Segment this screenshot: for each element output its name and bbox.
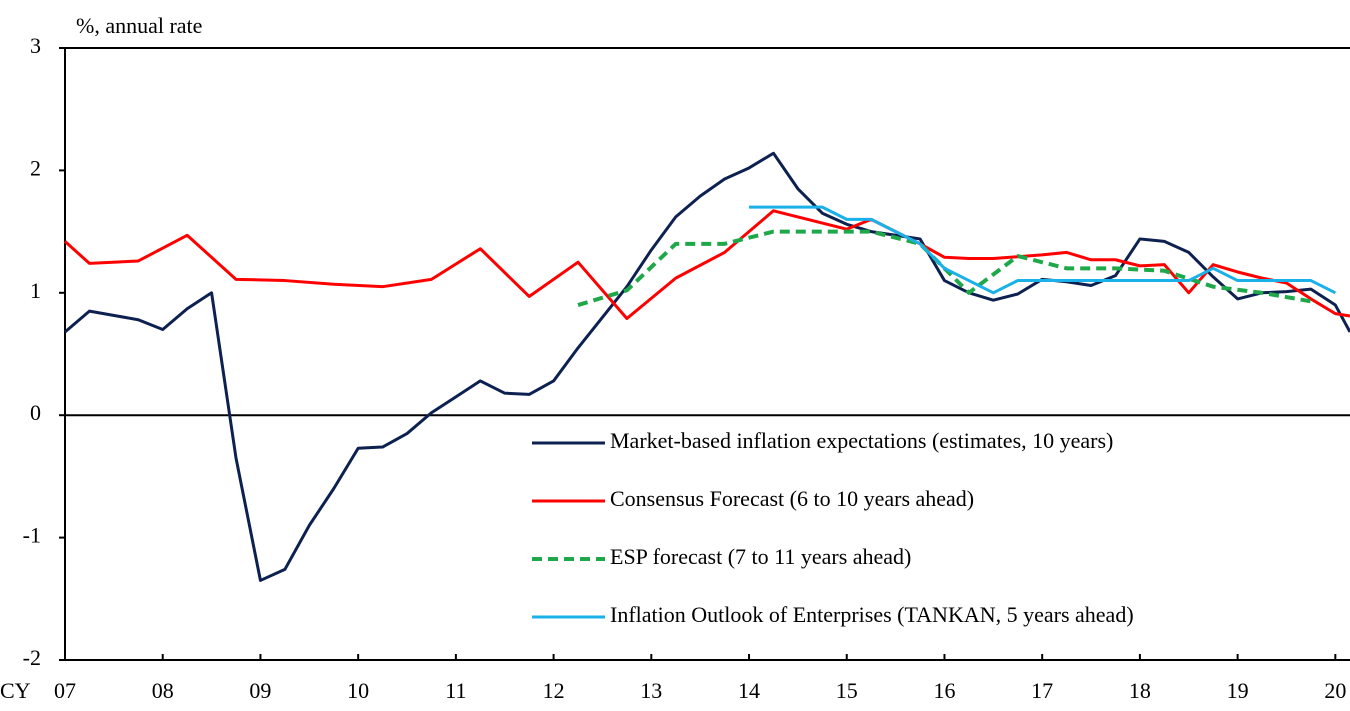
y-tick-label: 2 bbox=[30, 155, 41, 180]
series-line bbox=[64, 151, 1350, 582]
legend-label: Consensus Forecast (6 to 10 years ahead) bbox=[610, 486, 974, 511]
x-tick-label: 18 bbox=[1129, 678, 1151, 703]
x-tick-label: 19 bbox=[1227, 678, 1249, 703]
y-tick-label: 1 bbox=[30, 278, 41, 303]
x-tick-label: 17 bbox=[1031, 678, 1053, 703]
x-tick-label: 15 bbox=[836, 678, 858, 703]
series-line bbox=[63, 209, 1350, 321]
x-tick-label: 11 bbox=[445, 678, 466, 703]
y-tick-label: -1 bbox=[23, 523, 41, 548]
legend-label: Market-based inflation expectations (est… bbox=[610, 428, 1113, 453]
series-line bbox=[749, 205, 1337, 295]
y-axis-label: %, annual rate bbox=[76, 13, 202, 38]
x-axis-label: CY bbox=[0, 678, 31, 703]
x-tick-label: 20 bbox=[1324, 678, 1346, 703]
legend-label: ESP forecast (7 to 11 years ahead) bbox=[610, 544, 911, 569]
x-tick-label: 16 bbox=[933, 678, 955, 703]
y-tick-label: -2 bbox=[23, 645, 41, 670]
x-tick-label: 09 bbox=[249, 678, 271, 703]
x-tick-label: 13 bbox=[640, 678, 662, 703]
legend-label: Inflation Outlook of Enterprises (TANKAN… bbox=[610, 602, 1134, 627]
y-tick-label: 3 bbox=[30, 33, 41, 58]
x-tick-label: 12 bbox=[543, 678, 565, 703]
x-tick-label: 14 bbox=[738, 678, 760, 703]
y-tick-label: 0 bbox=[30, 400, 41, 425]
x-tick-label: 07 bbox=[54, 678, 76, 703]
x-tick-label: 10 bbox=[347, 678, 369, 703]
x-tick-label: 08 bbox=[152, 678, 174, 703]
